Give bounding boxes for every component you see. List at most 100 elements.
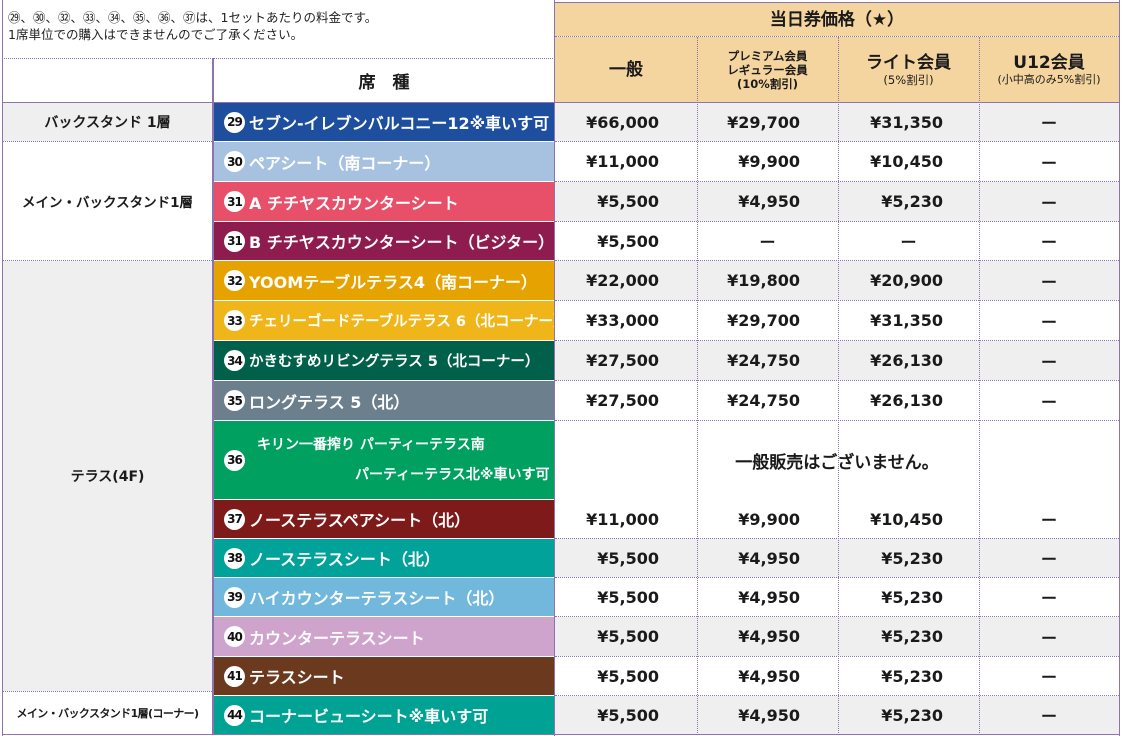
price-cell: ¥27,500 [555,381,697,420]
price-cell: ¥11,000 [555,142,697,181]
seat-number-badge: 31 [224,230,245,252]
seat-name-cell: 35 ロングテラス 5（北） [214,381,554,420]
price-cell: ¥5,500 [555,222,697,260]
seat-number-badge: 44 [224,704,245,726]
category-back-stand: バックスタンド 1層 [3,103,212,141]
seat-name-cell: 29 セブン-イレブンバルコニー12※車いす可 [214,103,554,141]
seat-name: ノーステラスペアシート（北） [249,511,471,530]
regular-label: レギュラー会員 [727,62,808,77]
seat-number-badge: 30 [224,151,245,172]
seat-name-cell: 33 チェリーゴードテーブルテラス 6（北コーナー） [214,301,554,340]
seat-name-cell: 36 キリン一番搾り パーティーテラス南 パーティーテラス北※車いす可 [214,421,554,499]
seat-number-badge: 32 [224,270,245,291]
note: ㉙、㉚、㉜、㉝、㉞、㉟、㊱、㊲は、1セットあたりの料金です。 1席単位での購入は… [8,9,548,43]
lite-discount-label: (5%割引) [883,72,934,87]
price-cell: ¥24,750 [697,341,838,380]
seat-name-cell: 38 ノーステラスシート（北） [214,539,554,577]
price-cell: ¥26,130 [838,381,979,420]
row-divider [555,260,1119,261]
note-line-2: 1席単位での購入はできませんのでご了承ください。 [8,27,304,42]
row-divider [555,420,1119,421]
seat-name: A チチヤスカウンターシート [249,193,459,213]
seat-divider [213,616,554,617]
row-divider [555,221,1119,222]
seat-name-cell: 41 テラスシート [214,657,554,695]
price-cell: ¥4,950 [697,657,838,695]
seat-divider [213,695,554,696]
price-cell: ー [979,578,1119,616]
general-column-header: 一般 [555,37,697,102]
seat-name-line-2: パーティーテラス北※車いす可 [355,467,550,483]
price-cell: ¥11,000 [555,500,697,538]
price-cell: ー [979,341,1119,380]
seat-number-badge: 38 [224,547,245,569]
price-cell: ¥9,900 [697,142,838,181]
price-cell: ¥5,500 [555,696,697,734]
row-divider [555,695,1119,696]
seat-name-cell: 30 ペアシート（南コーナー） [214,142,554,181]
seat-name: ロングテラス 5（北） [249,392,410,412]
price-cell: ¥4,950 [697,578,838,616]
premium-discount-label: (10%割引) [736,76,799,91]
same-day-price-title: 当日券価格（★） [769,9,905,30]
same-day-price-header: 当日券価格（★） [555,3,1119,36]
seat-number-badge: 40 [224,626,245,647]
price-cell: ¥4,950 [697,182,838,221]
seat-name-cell: 44 コーナービューシート※車いす可 [214,696,554,734]
price-cell: ー [697,222,838,260]
general-label: 一般 [609,59,643,80]
row-divider [555,141,1119,142]
seat-number-badge: 29 [224,111,245,133]
price-cell: ¥5,500 [555,539,697,577]
price-cell: ー [979,261,1119,300]
price-cell: ¥4,950 [697,696,838,734]
row-divider [555,577,1119,578]
seat-number-badge: 33 [224,310,245,331]
price-cell: ー [979,222,1119,260]
seat-name: B チチヤスカウンターシート（ビジター） [249,233,554,252]
seat-number-badge: 34 [224,350,245,371]
seat-name: テラスシート [249,668,345,687]
price-cell: ¥5,500 [555,182,697,221]
row-divider [555,181,1119,182]
seat-type-header: 席 種 [358,72,410,93]
row-divider [555,340,1119,341]
price-cell: ー [979,142,1119,181]
price-cell: ¥5,500 [555,657,697,695]
seat-name-lines: キリン一番搾り パーティーテラス南パーティーテラス北※車いす可 [257,430,550,490]
seat-divider [213,420,554,421]
row-divider [555,538,1119,539]
category-main-back-stand: メイン・バックスタンド1層 [3,142,212,260]
seat-number-badge: 37 [224,508,245,530]
category-terrace: テラス(4F) [3,261,212,691]
category-divider [2,260,212,261]
price-cell: ¥31,350 [838,301,979,340]
category-divider [2,141,212,142]
price-cell: ¥9,900 [697,500,838,538]
row-divider [555,380,1119,381]
row-divider [555,300,1119,301]
seat-name: ノーステラスシート（北） [249,550,440,569]
seat-name-cell: 32 YOOMテーブルテラス4（南コーナー） [214,261,554,300]
price-cell: ー [979,539,1119,577]
price-cell: ¥29,700 [697,103,838,141]
seat-divider [213,656,554,657]
price-cell: ー [979,617,1119,656]
seat-name-cell: 31 A チチヤスカウンターシート [214,182,554,221]
note-line-1: ㉙、㉚、㉜、㉝、㉞、㉟、㊱、㊲は、1セットあたりの料金です。 [8,10,378,25]
seat-name: ハイカウンターテラスシート（北） [249,589,505,608]
lite-column-header: ライト会員 (5%割引) [838,37,979,102]
price-cell: ¥5,230 [838,578,979,616]
seat-divider [213,300,554,301]
category-corner: メイン・バックスタンド1層(コーナー) [3,692,212,733]
row-divider [555,616,1119,617]
not-on-sale-cell: 一般販売はございません。 [555,421,1119,499]
seat-name: キリン一番搾り パーティーテラス南 [257,437,485,453]
seat-name-cell: 37 ノーステラスペアシート（北） [214,500,554,538]
price-cell: ¥27,500 [555,341,697,380]
price-cell: ¥20,900 [838,261,979,300]
price-cell: ¥5,230 [838,182,979,221]
price-cell: ー [979,182,1119,221]
seat-name: チェリーゴードテーブルテラス 6（北コーナー） [249,314,554,330]
